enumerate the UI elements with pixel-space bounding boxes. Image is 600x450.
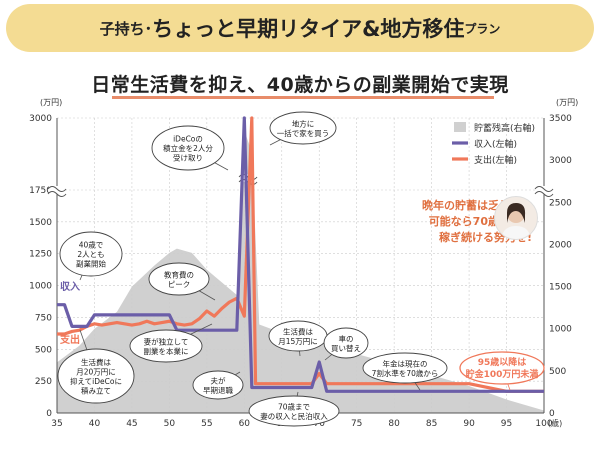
x-tick-label: 95	[501, 419, 512, 429]
x-tick-label: 45	[126, 419, 137, 429]
x-tick-label: 55	[201, 419, 212, 429]
chart-subtitle: 日常生活費を抑え、40歳からの副業開始で実現	[91, 74, 509, 96]
left-tick-label: 750	[35, 313, 52, 323]
right-tick-label: 3500	[549, 114, 572, 124]
left-tick-label: 1500	[29, 218, 52, 228]
annotation-text: 40歳で	[79, 240, 104, 250]
left-tick-label: 3000	[29, 114, 52, 124]
annotation-text: 夫が	[211, 375, 226, 385]
title-banner: 子持ち･ ちょっと早期リタイア&地方移住 プラン	[6, 4, 594, 52]
annotation-text: 年金は現在の	[383, 358, 428, 368]
axis-break-mark	[534, 191, 554, 197]
annotation-text: 生活費は	[81, 357, 111, 367]
x-axis-unit: (歳)	[548, 418, 562, 428]
left-axis-unit: (万円)	[40, 98, 62, 107]
banner-suffix: プラン	[464, 21, 501, 36]
annotation-text: 95歳以降は	[478, 356, 527, 368]
income-inline-label: 収入	[60, 281, 80, 293]
annotation-text: ピーク	[168, 280, 191, 289]
legend-expense-text: 支出(左軸)	[474, 154, 517, 166]
expense-inline-label: 支出	[59, 333, 80, 346]
right-tick-label: 1500	[549, 283, 572, 293]
x-tick-label: 35	[51, 419, 62, 429]
legend-savings-text: 貯蓄残高(右軸)	[474, 122, 535, 134]
annotation-text: 生活費は	[283, 326, 313, 336]
x-tick-label: 75	[351, 419, 362, 429]
right-tick-label: 2000	[549, 240, 572, 250]
axis-break-mark	[47, 191, 67, 197]
left-tick-label: 250	[35, 377, 52, 387]
annotation-text: 受け取り	[173, 153, 203, 163]
annotation-text: 妻の収入と民泊収入	[260, 411, 328, 421]
annotation-text: 教育費の	[164, 269, 194, 279]
axis-break-mark	[47, 186, 67, 192]
left-tick-label: 1250	[29, 250, 52, 260]
left-tick-label: 1750	[29, 186, 52, 196]
avatar	[494, 196, 538, 240]
annotation-text: 貯金100万円未満	[466, 368, 539, 380]
x-tick-label: 70	[314, 419, 326, 429]
right-tick-label: 2500	[549, 198, 572, 208]
annotation-text: 月15万円に	[278, 337, 318, 346]
annotation-text: 車の	[339, 333, 354, 343]
banner-prefix: 子持ち･	[99, 19, 153, 38]
right-tick-label: 500	[549, 367, 566, 377]
annotation-bubble	[192, 370, 244, 400]
subtitle-underline	[112, 96, 494, 99]
left-tick-label: 1000	[29, 282, 52, 292]
annotation-bubble	[459, 351, 545, 385]
x-tick-label: 60	[239, 419, 251, 429]
annotation-text: 積み立て	[81, 385, 111, 395]
annotation-bubble	[129, 329, 203, 363]
annotation-text: 地方に	[292, 118, 315, 128]
annotation-text: 副業開始	[76, 259, 106, 269]
annotation-text: 一括で家を買う	[277, 128, 330, 138]
annotation-bubble	[362, 352, 448, 384]
axis-break-gap	[536, 186, 552, 194]
annotation-bubble	[151, 125, 225, 171]
annotation-text: 副業を本業に	[144, 346, 189, 356]
legend-income-text: 収入(左軸)	[474, 138, 517, 150]
annotation-text: 積立金を2人分	[163, 143, 213, 153]
right-tick-label: 1000	[549, 325, 572, 335]
annotation-text: iDeCoの	[173, 135, 203, 144]
annotation-bubble	[148, 262, 210, 296]
right-tick-label: 3000	[549, 156, 572, 166]
x-tick-label: 85	[426, 419, 437, 429]
left-tick-label: 0	[46, 409, 52, 419]
axis-break-mark	[534, 186, 554, 192]
income-line	[57, 116, 544, 393]
annotation-text: 抑えてiDeCoに	[70, 376, 122, 386]
x-tick-label: 40	[89, 419, 101, 429]
annotation-text: 2人とも	[77, 250, 104, 259]
right-axis-unit: (万円)	[556, 98, 578, 107]
right-tick-label: 0	[549, 409, 555, 419]
x-tick-label: 80	[388, 419, 400, 429]
x-tick-label: 50	[164, 419, 176, 429]
x-tick-label: 100	[535, 419, 552, 429]
axis-break-gap	[49, 186, 65, 194]
annotation-bubble	[269, 111, 337, 145]
banner-main: ちょっと早期リタイア&地方移住	[152, 17, 465, 41]
annotation-text: 早期退職	[203, 386, 233, 395]
annotation-text: 妻が独立して	[144, 336, 189, 346]
annotation-bubble	[323, 327, 369, 359]
annotation-bubble	[59, 231, 123, 277]
annotation-bubble	[57, 348, 135, 404]
person-icon	[501, 203, 531, 239]
legend-savings-swatch	[454, 122, 466, 132]
annotation-text: 買い替え	[331, 343, 361, 353]
x-tick-label: 90	[463, 419, 475, 429]
annotation-text: 7割水準を70歳から	[372, 368, 439, 378]
annotation-text: 月20万円に	[76, 367, 116, 376]
annotation-text: 70歳まで	[278, 401, 310, 411]
left-tick-label: 500	[35, 345, 52, 355]
annotation-bubble	[248, 395, 340, 427]
